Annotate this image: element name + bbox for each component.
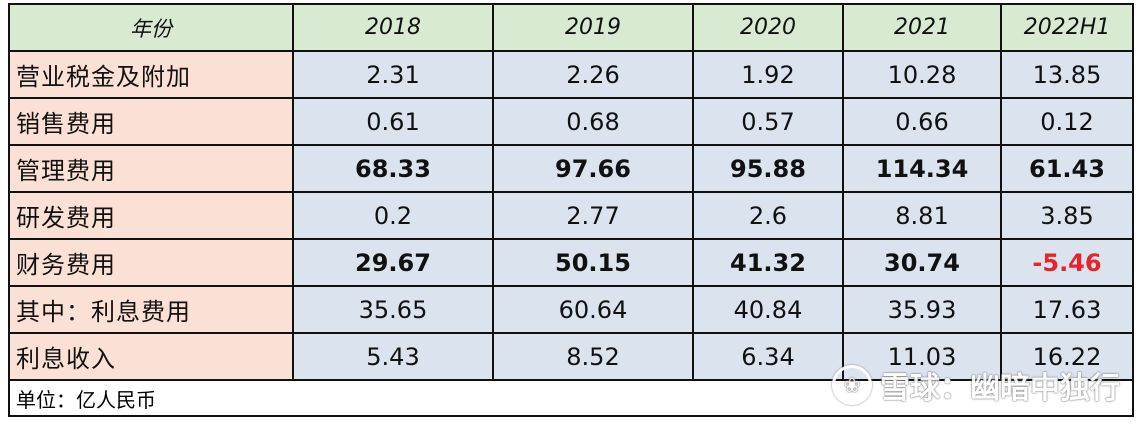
table-cell: 2.31 <box>292 50 494 99</box>
row-label: 销售费用 <box>8 97 294 146</box>
table-cell: 114.34 <box>842 144 1002 193</box>
header-year-2022h1: 2022H1 <box>1000 3 1134 52</box>
table-cell: 0.2 <box>292 191 494 240</box>
table-row-financial-expense: 财务费用 29.67 50.15 41.32 30.74 -5.46 <box>8 238 1134 287</box>
table-row-admin-expense: 管理费用 68.33 97.66 95.88 114.34 61.43 <box>8 144 1134 193</box>
table-cell: 2.26 <box>492 50 694 99</box>
row-label: 管理费用 <box>8 144 294 193</box>
row-label: 财务费用 <box>8 238 294 287</box>
table-cell: 0.66 <box>842 97 1002 146</box>
row-label: 利息收入 <box>8 332 294 381</box>
table-cell: 41.32 <box>692 238 844 287</box>
table-cell: 5.43 <box>292 332 494 381</box>
table-cell: 29.67 <box>292 238 494 287</box>
table-cell: 17.63 <box>1000 285 1134 334</box>
table-cell: 6.34 <box>692 332 844 381</box>
table-row-selling-expense: 销售费用 0.61 0.68 0.57 0.66 0.12 <box>8 97 1134 146</box>
header-year-2020: 2020 <box>692 3 844 52</box>
unit-note: 单位：亿人民币 <box>8 379 1134 417</box>
table-cell: 61.43 <box>1000 144 1134 193</box>
table-cell: 11.03 <box>842 332 1002 381</box>
table-cell: 60.64 <box>492 285 694 334</box>
table-row-interest-income: 利息收入 5.43 8.52 6.34 11.03 16.22 <box>8 332 1134 381</box>
header-year-label: 年份 <box>8 3 294 52</box>
table-cell: 40.84 <box>692 285 844 334</box>
table-cell: 50.15 <box>492 238 694 287</box>
table-cell: 68.33 <box>292 144 494 193</box>
header-year-2021: 2021 <box>842 3 1002 52</box>
header-year-2019: 2019 <box>492 3 694 52</box>
table-cell: 0.57 <box>692 97 844 146</box>
table-cell-negative: -5.46 <box>1000 238 1134 287</box>
table-cell: 16.22 <box>1000 332 1134 381</box>
table-cell: 0.68 <box>492 97 694 146</box>
table-cell: 2.6 <box>692 191 844 240</box>
header-row: 年份 2018 2019 2020 2021 2022H1 <box>8 3 1134 52</box>
row-label: 研发费用 <box>8 191 294 240</box>
table-cell: 97.66 <box>492 144 694 193</box>
unit-note-row: 单位：亿人民币 <box>8 379 1134 417</box>
table-row-interest-expense: 其中：利息费用 35.65 60.64 40.84 35.93 17.63 <box>8 285 1134 334</box>
table-row-business-tax: 营业税金及附加 2.31 2.26 1.92 10.28 13.85 <box>8 50 1134 99</box>
table-cell: 13.85 <box>1000 50 1134 99</box>
row-label: 其中：利息费用 <box>8 285 294 334</box>
table-cell: 3.85 <box>1000 191 1134 240</box>
row-label: 营业税金及附加 <box>8 50 294 99</box>
table-cell: 2.77 <box>492 191 694 240</box>
table-cell: 35.93 <box>842 285 1002 334</box>
table-cell: 1.92 <box>692 50 844 99</box>
table-cell: 35.65 <box>292 285 494 334</box>
table-row-rd-expense: 研发费用 0.2 2.77 2.6 8.81 3.85 <box>8 191 1134 240</box>
header-year-2018: 2018 <box>292 3 494 52</box>
expense-table: 年份 2018 2019 2020 2021 2022H1 营业税金及附加 2.… <box>8 3 1134 417</box>
table-cell: 95.88 <box>692 144 844 193</box>
table-cell: 8.52 <box>492 332 694 381</box>
table-cell: 8.81 <box>842 191 1002 240</box>
table-cell: 10.28 <box>842 50 1002 99</box>
table-cell: 0.61 <box>292 97 494 146</box>
table-cell: 30.74 <box>842 238 1002 287</box>
table-cell: 0.12 <box>1000 97 1134 146</box>
